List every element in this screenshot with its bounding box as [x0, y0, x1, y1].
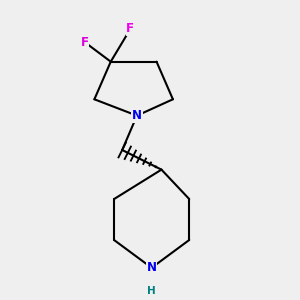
Text: N: N — [132, 109, 142, 122]
Text: F: F — [81, 35, 88, 49]
Text: N: N — [147, 261, 157, 274]
Text: H: H — [147, 286, 156, 296]
Text: F: F — [126, 22, 134, 35]
